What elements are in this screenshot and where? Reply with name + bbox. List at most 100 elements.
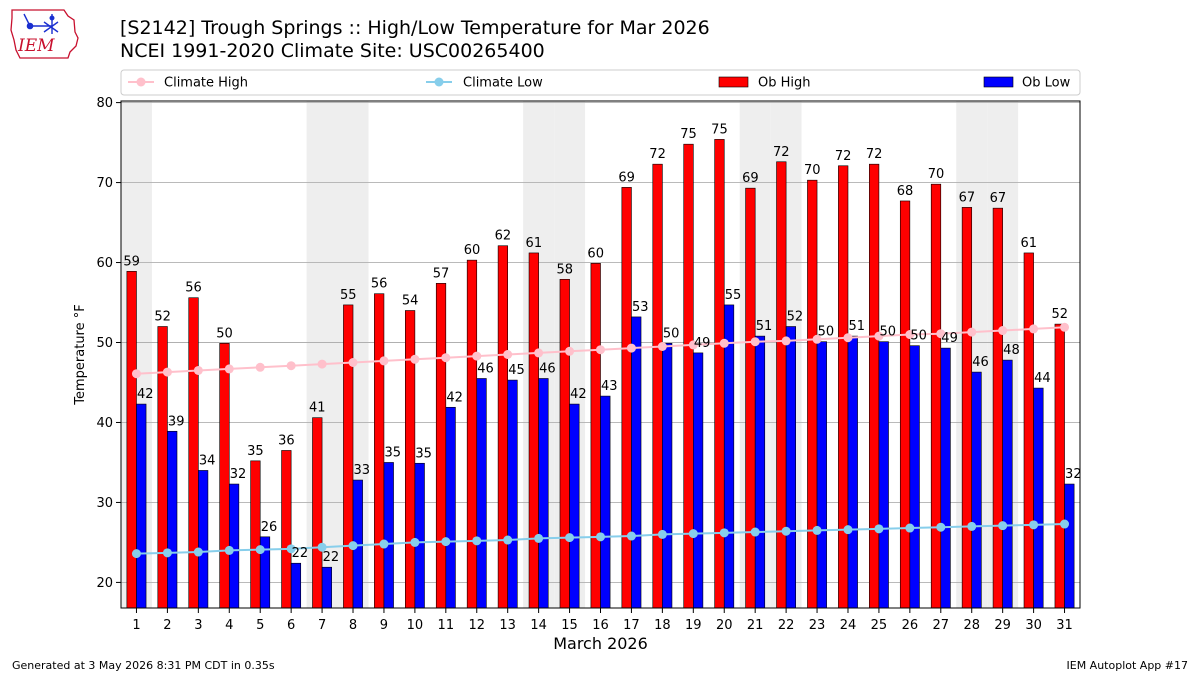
x-tick-label: 31	[1056, 618, 1073, 633]
climate-low-point	[441, 537, 451, 547]
ob-high-bar	[621, 187, 632, 609]
climate-low-point	[781, 526, 791, 536]
y-tick-label: 70	[96, 176, 113, 191]
ob-high-value-label: 67	[990, 191, 1007, 206]
ob-high-bar	[683, 143, 694, 609]
ob-low-bar	[1002, 359, 1013, 609]
legend-ob-low-swatch	[983, 76, 1014, 88]
x-axis-label: March 2026	[553, 634, 648, 653]
y-tick-label: 80	[96, 96, 113, 111]
climate-low-point	[967, 521, 977, 531]
climate-high-point	[255, 362, 265, 372]
climate-low-point	[905, 523, 915, 533]
x-tick-label: 23	[809, 618, 826, 633]
ob-high-bar	[559, 279, 570, 609]
ob-high-value-label: 72	[835, 149, 852, 164]
ob-high-value-label: 52	[154, 310, 171, 325]
climate-low-point	[379, 539, 389, 549]
x-tick-label: 6	[287, 618, 295, 633]
climate-low-point	[998, 521, 1008, 531]
ob-low-bar	[167, 430, 178, 609]
climate-high-point	[626, 343, 636, 353]
ob-high-value-label: 54	[402, 294, 419, 309]
ob-low-bar	[228, 483, 240, 609]
ob-high-bar	[250, 460, 261, 609]
x-tick-label: 29	[994, 618, 1011, 633]
climate-high-point	[874, 331, 884, 341]
climate-high-point	[596, 345, 605, 355]
ob-low-value-label: 50	[910, 329, 927, 344]
climate-low-point	[626, 531, 636, 541]
ob-low-value-label: 35	[384, 445, 401, 460]
ob-low-value-label: 50	[879, 325, 896, 340]
climate-low-point	[812, 525, 822, 535]
ob-low-bar	[1064, 483, 1075, 609]
climate-high-point	[565, 346, 575, 356]
ob-high-bar	[188, 297, 199, 609]
climate-high-point	[410, 354, 420, 364]
ob-high-value-label: 68	[897, 184, 914, 199]
ob-low-value-label: 22	[323, 550, 340, 565]
climate-low-point	[534, 533, 544, 543]
ob-high-value-label: 36	[278, 433, 295, 448]
ob-low-value-label: 52	[787, 310, 804, 325]
climate-high-point	[193, 365, 203, 375]
ob-high-bar	[745, 187, 756, 609]
ob-low-value-label: 45	[508, 363, 525, 378]
x-tick-label: 9	[380, 618, 388, 633]
ob-high-value-label: 72	[773, 145, 790, 160]
climate-high-point	[286, 361, 296, 371]
ob-high-bar	[1054, 323, 1065, 609]
climate-low-point	[657, 529, 667, 539]
ob-high-value-label: 56	[371, 277, 388, 292]
ob-low-value-label: 35	[415, 446, 432, 461]
climate-high-point	[348, 357, 358, 367]
ob-low-value-label: 34	[199, 453, 216, 468]
climate-low-point	[472, 536, 482, 546]
ob-low-value-label: 46	[539, 361, 556, 376]
ob-high-value-label: 55	[340, 288, 357, 303]
climate-high-point	[503, 350, 513, 359]
climate-high-point	[843, 333, 853, 343]
legend-climate-high-marker	[136, 77, 146, 87]
ob-high-bar	[961, 207, 973, 609]
ob-high-value-label: 69	[618, 170, 635, 185]
x-tick-label: 18	[654, 618, 671, 633]
ob-high-value-label: 59	[123, 254, 140, 269]
x-tick-label: 25	[871, 618, 888, 633]
ob-high-value-label: 60	[464, 243, 481, 258]
ob-low-bar	[909, 345, 920, 609]
ob-high-bar	[899, 200, 911, 609]
climate-high-point	[379, 356, 389, 366]
ob-high-value-label: 52	[1051, 307, 1068, 322]
climate-high-point	[967, 327, 977, 337]
ob-low-bar	[1033, 387, 1044, 609]
x-tick-label: 26	[902, 618, 919, 633]
ob-low-bar	[198, 470, 209, 609]
ob-high-bar	[466, 259, 478, 609]
iem-logo-text: IEM	[17, 36, 55, 56]
ob-high-value-label: 69	[742, 171, 759, 186]
x-tick-label: 21	[747, 618, 764, 633]
legend-climate-low-marker	[434, 77, 444, 87]
legend-climate-low-label: Climate Low	[463, 76, 543, 91]
x-tick-label: 8	[349, 618, 357, 633]
climate-high-point	[905, 330, 915, 340]
climate-high-point	[812, 334, 822, 344]
climate-high-point	[317, 359, 327, 369]
ob-low-bar	[569, 403, 580, 609]
x-tick-label: 12	[468, 618, 485, 633]
climate-high-point	[472, 351, 482, 361]
ob-low-bar	[290, 562, 302, 609]
climate-low-point	[936, 522, 946, 532]
climate-high-point	[1029, 324, 1039, 334]
ob-low-value-label: 50	[663, 326, 680, 341]
x-tick-label: 13	[499, 618, 516, 633]
x-tick-label: 5	[256, 618, 264, 633]
ob-high-value-label: 70	[928, 167, 945, 182]
climate-high-point	[1060, 322, 1070, 332]
ob-high-bar	[590, 263, 601, 609]
chart-subtitle: NCEI 1991-2020 Climate Site: USC00265400	[120, 40, 545, 62]
ob-low-bar	[136, 403, 147, 609]
x-tick-label: 30	[1025, 618, 1042, 633]
